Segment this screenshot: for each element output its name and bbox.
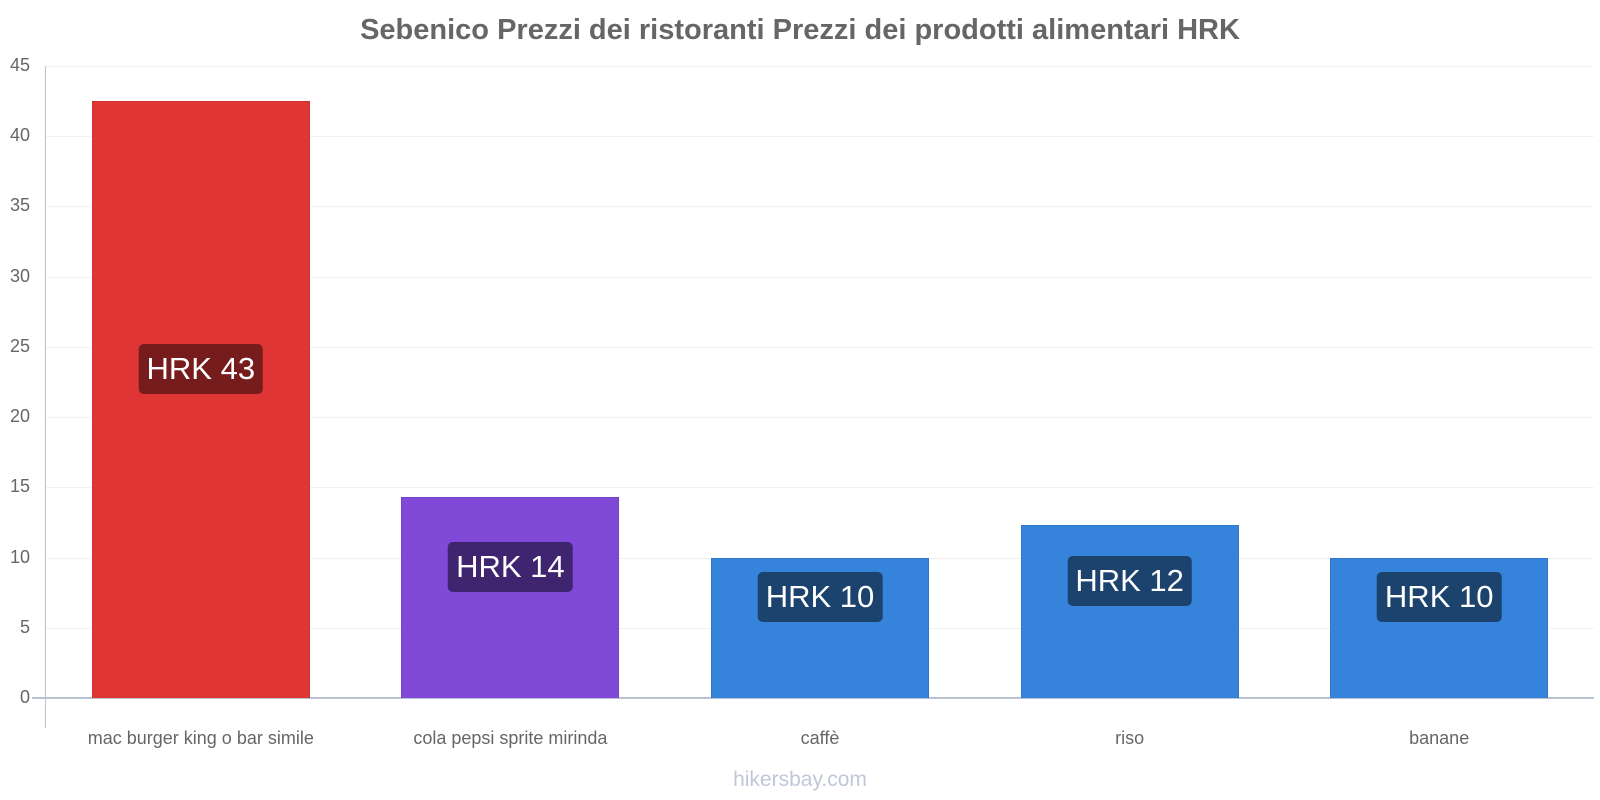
y-tick-label: 30 — [9, 265, 30, 286]
y-tick-label: 45 — [9, 55, 30, 75]
x-tick-label: mac burger king o bar simile — [87, 728, 314, 748]
data-label: HRK 12 — [1067, 556, 1192, 607]
bar[interactable]: HRK 12 — [1020, 525, 1239, 698]
watermark: hikersbay.com — [733, 768, 867, 791]
chart-title: Sebenico Prezzi dei ristoranti Prezzi de… — [360, 14, 1240, 46]
y-axis-line — [45, 66, 46, 728]
gridline — [46, 417, 1594, 419]
y-tick-label: 10 — [9, 546, 30, 567]
y-tick-label: 25 — [9, 335, 30, 356]
gridline — [46, 276, 1594, 278]
gridline — [46, 136, 1594, 138]
bar[interactable]: HRK 10 — [1330, 557, 1549, 698]
data-label: HRK 10 — [1376, 571, 1502, 622]
x-tick-label: banane — [1409, 728, 1470, 748]
x-tick-label: caffè — [800, 728, 840, 748]
y-tick-label: 0 — [19, 687, 30, 707]
y-tick-label: 40 — [9, 125, 30, 146]
y-tick-label: 5 — [19, 616, 30, 637]
bar[interactable]: HRK 14 — [401, 497, 620, 698]
y-tick-label: 35 — [9, 195, 30, 216]
gridline — [46, 487, 1594, 489]
gridline — [46, 66, 1594, 67]
x-tick-label: riso — [1115, 728, 1145, 748]
gridline — [46, 206, 1594, 208]
y-tick-label: 15 — [9, 476, 30, 497]
data-label: HRK 14 — [448, 542, 573, 593]
x-axis-line — [32, 697, 1594, 699]
data-label: HRK 43 — [138, 343, 264, 394]
gridline — [46, 346, 1594, 348]
y-tick-label: 20 — [9, 406, 30, 427]
bar[interactable]: HRK 43 — [91, 101, 310, 698]
data-label: HRK 10 — [757, 571, 883, 622]
bar[interactable]: HRK 10 — [711, 557, 929, 698]
x-tick-label: cola pepsi sprite mirinda — [413, 728, 608, 748]
